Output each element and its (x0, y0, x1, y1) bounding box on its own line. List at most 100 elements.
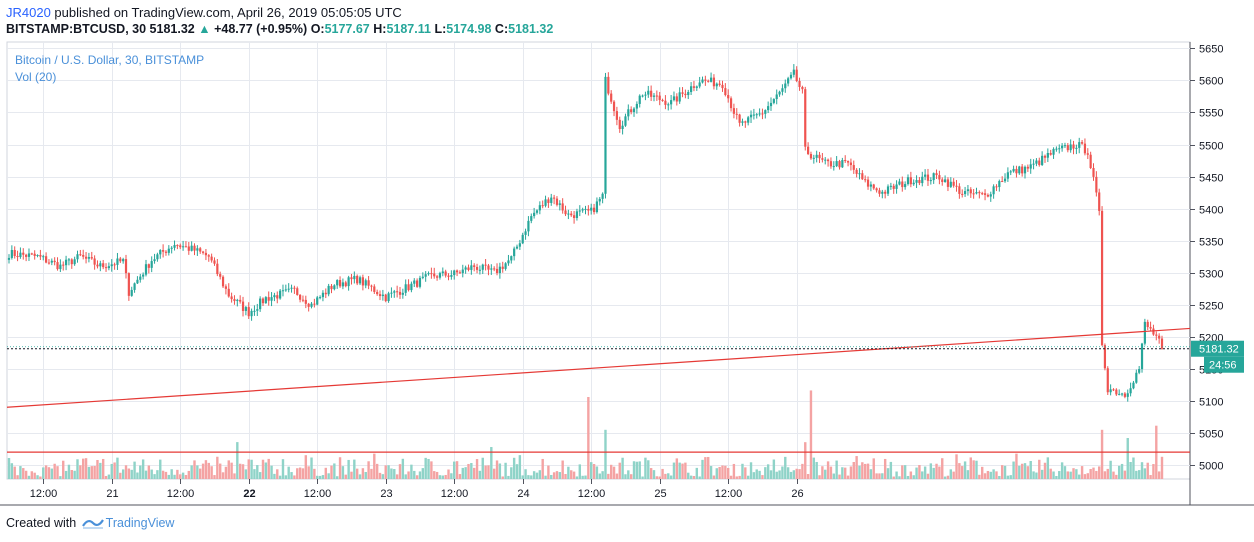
volume-bar (926, 473, 930, 479)
candle-body (578, 210, 581, 212)
volume-bar (886, 468, 890, 479)
candle-body (655, 95, 658, 97)
x-tick-label: 25 (654, 488, 666, 500)
candle-body (547, 199, 550, 203)
volume-bar (595, 466, 599, 479)
volume-bar (1075, 469, 1078, 479)
candle-body (99, 263, 102, 267)
tradingview-logo-icon[interactable] (81, 517, 104, 532)
volume-bar (361, 468, 365, 479)
volume-bar (276, 469, 279, 479)
candle-body (1043, 155, 1047, 158)
volume-bar (281, 459, 285, 479)
up-arrow-icon: ▲ (198, 22, 211, 36)
volume-bar (247, 459, 250, 479)
candle-body (124, 259, 128, 274)
volume-bar (1129, 462, 1132, 479)
candle-body (872, 184, 875, 189)
candle-body (1095, 176, 1098, 193)
volume-bar (866, 463, 870, 479)
candle-body (1009, 171, 1012, 173)
volume-bar (413, 470, 416, 479)
volume-bar (196, 465, 199, 479)
volume-bar (393, 469, 396, 479)
volume-bar (213, 475, 216, 479)
volume-bar (1152, 464, 1155, 479)
volume-bar (684, 462, 687, 479)
footer-credit: Created with TradingView (6, 516, 174, 532)
volume-bar (1117, 465, 1121, 479)
volume-bar (127, 468, 131, 479)
volume-bar (892, 476, 895, 479)
candle-body (718, 83, 721, 85)
candle-body (638, 95, 641, 104)
volume-bar (564, 473, 567, 479)
footer-brand[interactable]: TradingView (105, 516, 175, 530)
volume-bar (218, 463, 222, 479)
candle-body (1100, 210, 1104, 346)
volume-bar (258, 472, 262, 479)
volume-bar (826, 461, 830, 479)
volume-bar (958, 463, 961, 479)
volume-bar (906, 475, 910, 479)
candle-body (104, 267, 108, 269)
candle-body (801, 86, 804, 90)
volume-bar (495, 460, 499, 479)
volume-bar (738, 475, 741, 479)
candle-body (127, 273, 130, 296)
volume-bar (938, 466, 941, 479)
candle-body (692, 86, 696, 88)
candle-body (715, 83, 718, 87)
candle-body (307, 303, 310, 307)
candle-body (978, 192, 981, 194)
volume-bar (635, 461, 639, 479)
volume-bar (658, 476, 661, 479)
candle-body (767, 106, 770, 111)
volume-bar (761, 475, 764, 479)
candle-body (130, 289, 133, 296)
candle-body (53, 260, 56, 263)
candle-body (598, 198, 601, 202)
volume-bar (233, 473, 236, 479)
volume-bar (250, 459, 253, 479)
volume-bar (1126, 438, 1129, 479)
candle-body (1015, 168, 1018, 174)
candle-body (864, 179, 867, 181)
publisher-username[interactable]: JR4020 (6, 5, 51, 20)
candle-body (45, 256, 48, 263)
volume-bar (735, 476, 738, 479)
candle-body (610, 93, 613, 102)
y-tick-label: 5450 (1199, 173, 1223, 185)
volume-bar (829, 466, 833, 479)
volume-bar (375, 463, 379, 479)
candle-body (421, 276, 424, 278)
volume-bar (458, 474, 462, 479)
candle-body (550, 197, 553, 203)
candle-body (96, 264, 99, 267)
volume-bar (119, 472, 122, 479)
volume-bar (935, 463, 938, 479)
volume-bar (704, 457, 707, 479)
candle-body (42, 256, 45, 258)
candle-body (952, 181, 955, 186)
candle-body (478, 269, 482, 271)
x-tick-label: 12:00 (715, 488, 743, 500)
candle-body (444, 271, 447, 276)
candle-body (1041, 155, 1044, 165)
candle-body (495, 268, 499, 274)
candle-body (67, 259, 71, 261)
candle-body (818, 154, 821, 159)
candle-body (909, 177, 912, 185)
volume-bar (698, 476, 701, 479)
candle-body (281, 290, 285, 292)
close-value: 5181.32 (508, 22, 554, 36)
volume-bar (484, 465, 487, 479)
candle-body (56, 262, 59, 270)
volume-bar (903, 465, 907, 479)
volume-bar (293, 475, 296, 479)
candle-body (961, 193, 964, 195)
candle-body (778, 91, 781, 95)
candle-body (113, 264, 116, 266)
volume-bar (655, 476, 659, 479)
